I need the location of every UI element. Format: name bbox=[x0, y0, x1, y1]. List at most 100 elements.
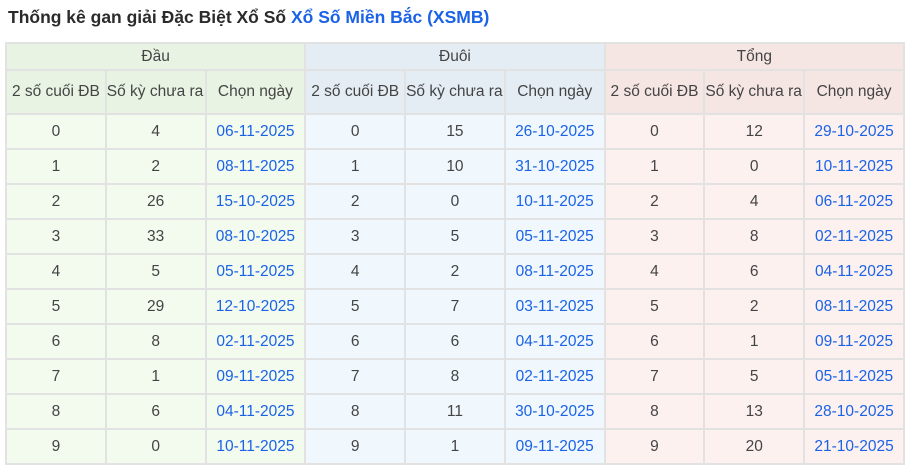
tong-count-cell: 6 bbox=[703, 253, 806, 290]
tong-date-link[interactable]: 06-11-2025 bbox=[803, 183, 905, 220]
duoi-count-cell: 0 bbox=[404, 183, 506, 220]
dau-count-cell: 33 bbox=[104, 218, 207, 255]
dau-num-cell: 6 bbox=[5, 323, 107, 360]
duoi-num-cell: 6 bbox=[304, 323, 407, 360]
duoi-date-link[interactable]: 08-11-2025 bbox=[503, 253, 606, 290]
tong-date-link[interactable]: 04-11-2025 bbox=[803, 253, 905, 290]
tong-count-cell: 1 bbox=[703, 323, 806, 360]
duoi-count-cell: 10 bbox=[404, 148, 506, 185]
tong-num-cell: 5 bbox=[603, 288, 706, 325]
dau-date-link[interactable]: 12-10-2025 bbox=[204, 288, 307, 325]
duoi-date-link[interactable]: 05-11-2025 bbox=[503, 218, 606, 255]
dau-date-link[interactable]: 08-10-2025 bbox=[204, 218, 307, 255]
table-row: 3 33 08-10-2025 3 5 05-11-2025 3 8 02-11-2025 bbox=[5, 218, 905, 255]
dau-count-cell: 26 bbox=[104, 183, 207, 220]
duoi-count-cell: 7 bbox=[404, 288, 506, 325]
duoi-num-cell: 0 bbox=[304, 113, 407, 150]
duoi-date-link[interactable]: 04-11-2025 bbox=[503, 323, 606, 360]
tong-num-cell: 2 bbox=[603, 183, 706, 220]
table-row: 5 29 12-10-2025 5 7 03-11-2025 5 2 08-11-2025 bbox=[5, 288, 905, 325]
tong-date-link[interactable]: 29-10-2025 bbox=[803, 113, 905, 150]
dau-date-link[interactable]: 04-11-2025 bbox=[204, 393, 307, 430]
duoi-date-link[interactable]: 03-11-2025 bbox=[503, 288, 606, 325]
tong-count-cell: 20 bbox=[703, 428, 806, 465]
dau-num-cell: 7 bbox=[5, 358, 107, 395]
duoi-count-cell: 2 bbox=[404, 253, 506, 290]
col-tong-num: 2 số cuối ĐB bbox=[603, 69, 706, 115]
dau-count-cell: 1 bbox=[104, 358, 207, 395]
tong-count-cell: 12 bbox=[703, 113, 806, 150]
tong-date-link[interactable]: 28-10-2025 bbox=[803, 393, 905, 430]
duoi-num-cell: 3 bbox=[304, 218, 407, 255]
duoi-num-cell: 4 bbox=[304, 253, 407, 290]
col-dau-count: Số kỳ chưa ra bbox=[104, 69, 207, 115]
duoi-date-link[interactable]: 31-10-2025 bbox=[503, 148, 606, 185]
duoi-date-link[interactable]: 30-10-2025 bbox=[503, 393, 606, 430]
duoi-count-cell: 6 bbox=[404, 323, 506, 360]
dau-num-cell: 1 bbox=[5, 148, 107, 185]
tong-count-cell: 2 bbox=[703, 288, 806, 325]
dau-date-link[interactable]: 05-11-2025 bbox=[204, 253, 307, 290]
tong-num-cell: 6 bbox=[603, 323, 706, 360]
col-duoi-num: 2 số cuối ĐB bbox=[304, 69, 407, 115]
tong-num-cell: 3 bbox=[603, 218, 706, 255]
tong-date-link[interactable]: 10-11-2025 bbox=[803, 148, 905, 185]
tong-count-cell: 5 bbox=[703, 358, 806, 395]
tong-date-link[interactable]: 21-10-2025 bbox=[803, 428, 905, 465]
table-row: 0 4 06-11-2025 0 15 26-10-2025 0 12 29-10-2025 bbox=[5, 113, 905, 150]
table-row: 4 5 05-11-2025 4 2 08-11-2025 4 6 04-11-2025 bbox=[5, 253, 905, 290]
table-row: 9 0 10-11-2025 9 1 09-11-2025 9 20 21-10-2025 bbox=[5, 428, 905, 465]
tong-date-link[interactable]: 09-11-2025 bbox=[803, 323, 905, 360]
dau-date-link[interactable]: 08-11-2025 bbox=[204, 148, 307, 185]
duoi-num-cell: 1 bbox=[304, 148, 407, 185]
dau-num-cell: 3 bbox=[5, 218, 107, 255]
tong-count-cell: 0 bbox=[703, 148, 806, 185]
col-dau-date: Chọn ngày bbox=[204, 69, 307, 115]
table-row: 8 6 04-11-2025 8 11 30-10-2025 8 13 28-10-2025 bbox=[5, 393, 905, 430]
tong-num-cell: 9 bbox=[603, 428, 706, 465]
duoi-count-cell: 1 bbox=[404, 428, 506, 465]
col-dau-num: 2 số cuối ĐB bbox=[5, 69, 107, 115]
duoi-date-link[interactable]: 09-11-2025 bbox=[503, 428, 606, 465]
duoi-count-cell: 11 bbox=[404, 393, 506, 430]
dau-num-cell: 9 bbox=[5, 428, 107, 465]
duoi-count-cell: 8 bbox=[404, 358, 506, 395]
tong-num-cell: 1 bbox=[603, 148, 706, 185]
dau-count-cell: 5 bbox=[104, 253, 207, 290]
table-row: 1 2 08-11-2025 1 10 31-10-2025 1 0 10-11-2025 bbox=[5, 148, 905, 185]
dau-date-link[interactable]: 06-11-2025 bbox=[204, 113, 307, 150]
dau-date-link[interactable]: 10-11-2025 bbox=[204, 428, 307, 465]
dau-date-link[interactable]: 15-10-2025 bbox=[204, 183, 307, 220]
dau-num-cell: 2 bbox=[5, 183, 107, 220]
dau-count-cell: 8 bbox=[104, 323, 207, 360]
tong-date-link[interactable]: 02-11-2025 bbox=[803, 218, 905, 255]
duoi-num-cell: 5 bbox=[304, 288, 407, 325]
xsmb-link[interactable]: Xổ Số Miền Bắc (XSMB) bbox=[290, 7, 490, 27]
dau-num-cell: 8 bbox=[5, 393, 107, 430]
tong-date-link[interactable]: 05-11-2025 bbox=[803, 358, 905, 395]
gan-stats-table: Đầu Đuôi Tổng 2 số cuối ĐB Số kỳ chưa ra C… bbox=[4, 42, 906, 465]
table-row: 2 26 15-10-2025 2 0 10-11-2025 2 4 06-11-2025 bbox=[5, 183, 905, 220]
dau-date-link[interactable]: 09-11-2025 bbox=[204, 358, 307, 395]
duoi-date-link[interactable]: 26-10-2025 bbox=[503, 113, 606, 150]
duoi-date-link[interactable]: 10-11-2025 bbox=[503, 183, 606, 220]
tong-count-cell: 13 bbox=[703, 393, 806, 430]
dau-date-link[interactable]: 02-11-2025 bbox=[204, 323, 307, 360]
duoi-num-cell: 7 bbox=[304, 358, 407, 395]
col-tong-count: Số kỳ chưa ra bbox=[703, 69, 806, 115]
duoi-count-cell: 5 bbox=[404, 218, 506, 255]
tong-num-cell: 4 bbox=[603, 253, 706, 290]
duoi-count-cell: 15 bbox=[404, 113, 506, 150]
col-duoi-date: Chọn ngày bbox=[503, 69, 606, 115]
duoi-date-link[interactable]: 02-11-2025 bbox=[503, 358, 606, 395]
tong-count-cell: 4 bbox=[703, 183, 806, 220]
dau-count-cell: 0 bbox=[104, 428, 207, 465]
tong-date-link[interactable]: 08-11-2025 bbox=[803, 288, 905, 325]
tong-count-cell: 8 bbox=[703, 218, 806, 255]
dau-count-cell: 2 bbox=[104, 148, 207, 185]
dau-num-cell: 0 bbox=[5, 113, 107, 150]
duoi-num-cell: 8 bbox=[304, 393, 407, 430]
tong-num-cell: 0 bbox=[603, 113, 706, 150]
table-row: 7 1 09-11-2025 7 8 02-11-2025 7 5 05-11-2025 bbox=[5, 358, 905, 395]
table-row: 6 8 02-11-2025 6 6 04-11-2025 6 1 09-11-2025 bbox=[5, 323, 905, 360]
